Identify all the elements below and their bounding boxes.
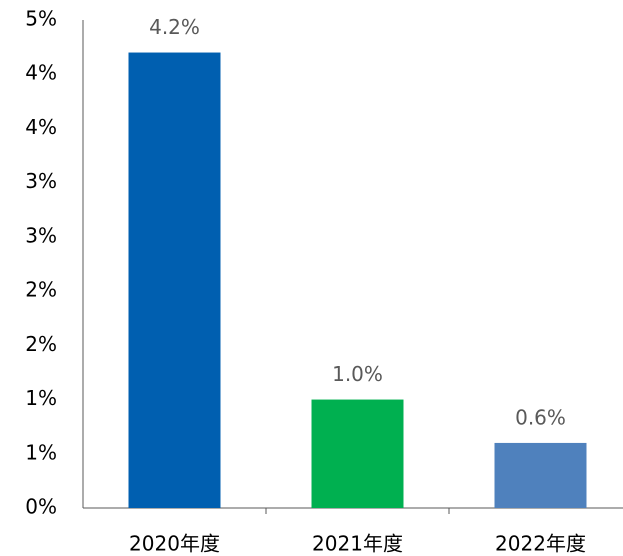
y-tick-label: 4% bbox=[25, 61, 57, 85]
y-tick-label: 3% bbox=[25, 169, 57, 193]
y-tick-label: 1% bbox=[25, 440, 57, 464]
y-tick-label: 0% bbox=[25, 495, 57, 519]
x-tick-label: 2022年度 bbox=[495, 532, 586, 556]
value-label: 4.2% bbox=[149, 15, 200, 39]
x-tick-label: 2020年度 bbox=[129, 532, 220, 556]
y-tick-label: 2% bbox=[25, 332, 57, 356]
y-tick-label: 2% bbox=[25, 278, 57, 302]
y-tick-label: 5% bbox=[25, 7, 57, 31]
bar bbox=[494, 442, 587, 508]
y-tick-label: 1% bbox=[25, 386, 57, 410]
x-tick-label: 2021年度 bbox=[312, 532, 403, 556]
y-tick-label: 3% bbox=[25, 223, 57, 247]
value-label: 1.0% bbox=[332, 362, 383, 386]
bar bbox=[128, 52, 221, 509]
y-tick-label: 4% bbox=[25, 115, 57, 139]
bar bbox=[311, 399, 404, 508]
value-label: 0.6% bbox=[515, 405, 566, 429]
